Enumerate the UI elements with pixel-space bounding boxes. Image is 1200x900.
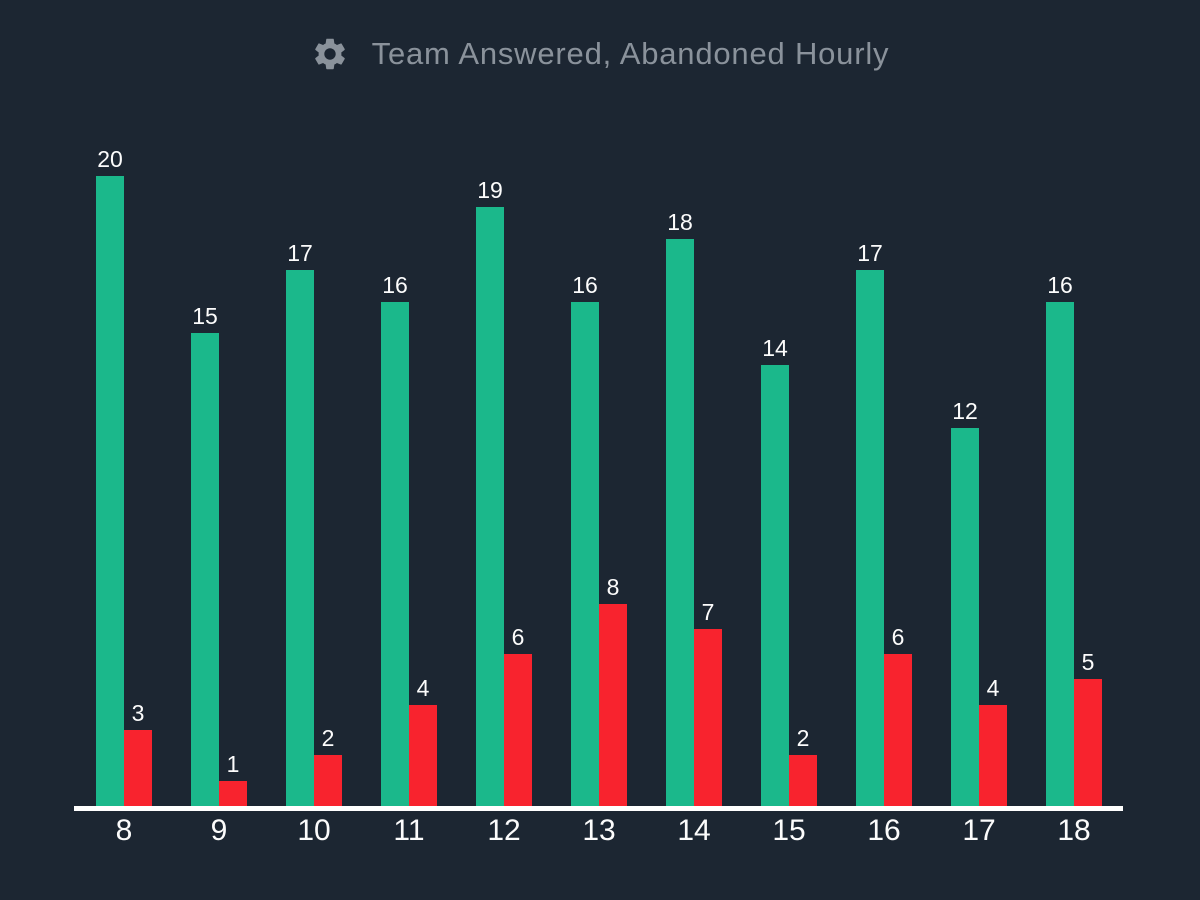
bar-answered xyxy=(191,333,219,806)
bar-answered xyxy=(381,302,409,806)
bar-answered xyxy=(761,365,789,806)
bar-answered xyxy=(96,176,124,806)
bar-answered xyxy=(476,207,504,806)
bar-abandoned xyxy=(884,654,912,806)
bar-abandoned xyxy=(409,705,437,806)
bar-value-label: 2 xyxy=(796,725,810,751)
chart-title: Team Answered, Abandoned Hourly xyxy=(371,36,890,71)
bar-answered xyxy=(286,270,314,806)
bar-value-label: 8 xyxy=(606,574,620,600)
x-axis-line xyxy=(74,806,1123,811)
bar-abandoned xyxy=(599,604,627,806)
bar-abandoned xyxy=(979,705,1007,806)
bar-value-label: 17 xyxy=(857,240,883,266)
bar-value-label: 16 xyxy=(382,272,408,298)
bar-abandoned xyxy=(1074,679,1102,806)
bar-abandoned xyxy=(789,755,817,806)
bar-abandoned xyxy=(694,629,722,806)
gear-icon[interactable] xyxy=(311,35,349,73)
x-axis-label: 18 xyxy=(1057,814,1091,847)
x-axis-label: 10 xyxy=(297,814,331,847)
bar-value-label: 19 xyxy=(477,177,503,203)
bar-value-label: 3 xyxy=(131,700,145,726)
x-axis-label: 9 xyxy=(210,814,228,847)
bar-value-label: 15 xyxy=(192,303,218,329)
bar-abandoned xyxy=(314,755,342,806)
bar-value-label: 18 xyxy=(667,209,693,235)
bar-value-label: 12 xyxy=(952,398,978,424)
bar-value-label: 20 xyxy=(97,146,123,172)
gear-icon-glyph xyxy=(314,38,345,70)
bar-value-label: 4 xyxy=(986,675,1000,701)
x-axis-label: 14 xyxy=(677,814,711,847)
bar-value-label: 7 xyxy=(701,599,715,625)
bar-value-label: 1 xyxy=(226,751,240,777)
chart-header: Team Answered, Abandoned Hourly xyxy=(0,35,1200,73)
bar-value-label: 14 xyxy=(762,335,788,361)
bar-value-label: 17 xyxy=(287,240,313,266)
bar-abandoned xyxy=(219,781,247,806)
x-axis-label: 15 xyxy=(772,814,806,847)
bar-answered xyxy=(951,428,979,806)
bar-answered xyxy=(1046,302,1074,806)
bar-value-label: 16 xyxy=(1047,272,1073,298)
x-axis-label: 13 xyxy=(582,814,616,847)
bar-value-label: 6 xyxy=(891,624,905,650)
x-axis-label: 11 xyxy=(393,814,425,847)
bar-abandoned xyxy=(504,654,532,806)
x-axis-label: 12 xyxy=(487,814,521,847)
bar-value-label: 16 xyxy=(572,272,598,298)
bar-value-label: 4 xyxy=(416,675,430,701)
bar-answered xyxy=(571,302,599,806)
bar-abandoned xyxy=(124,730,152,806)
bar-answered xyxy=(666,239,694,806)
x-axis-label: 16 xyxy=(867,814,901,847)
x-axis-label: 17 xyxy=(962,814,996,847)
bar-value-label: 2 xyxy=(321,725,335,751)
x-axis-label: 8 xyxy=(115,814,133,847)
bar-value-label: 5 xyxy=(1081,649,1095,675)
bar-answered xyxy=(856,270,884,806)
bar-value-label: 6 xyxy=(511,624,525,650)
